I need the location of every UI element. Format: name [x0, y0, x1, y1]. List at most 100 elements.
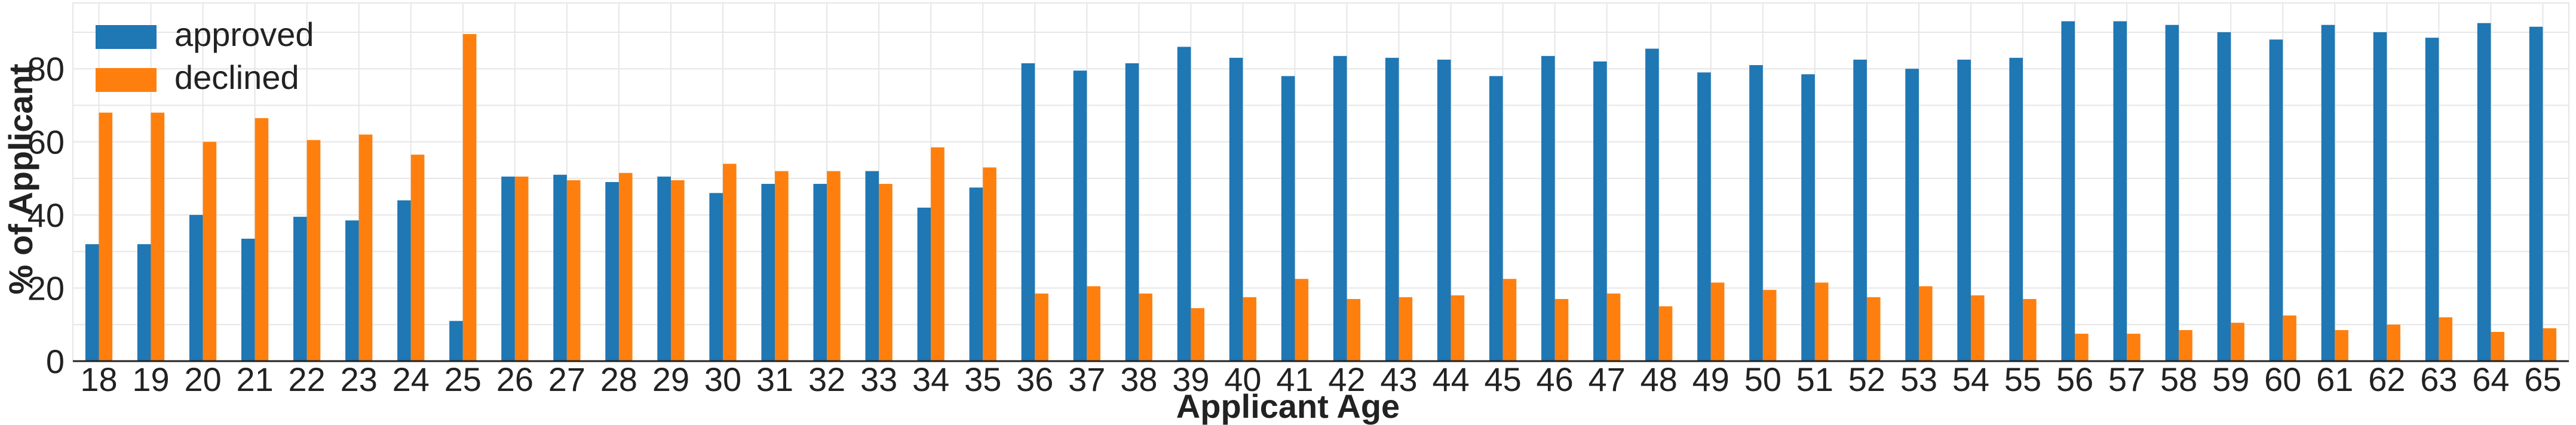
bar-approved-43 — [1385, 57, 1399, 361]
x-tick-label: 54 — [1952, 361, 1989, 398]
bar-declined-23 — [358, 134, 373, 362]
bar-approved-27 — [553, 174, 567, 361]
bar-declined-41 — [1295, 279, 1309, 361]
x-axis-label: Applicant Age — [1176, 387, 1400, 425]
bar-declined-31 — [775, 171, 789, 361]
x-tick-label: 34 — [912, 361, 949, 398]
bar-approved-58 — [2165, 24, 2179, 362]
x-tick-label: 22 — [289, 361, 326, 398]
bar-approved-44 — [1437, 59, 1451, 362]
x-tick-label: 38 — [1120, 361, 1157, 398]
bar-declined-18 — [99, 112, 113, 361]
x-tick-label: 61 — [2316, 361, 2353, 398]
bar-approved-39 — [1177, 47, 1191, 362]
bar-declined-45 — [1502, 279, 1517, 361]
x-tick-label: 65 — [2524, 361, 2561, 398]
bar-declined-51 — [1814, 282, 1829, 361]
x-tick-label: 55 — [2004, 361, 2041, 398]
x-tick-label: 64 — [2472, 361, 2509, 398]
x-tick-label: 23 — [341, 361, 378, 398]
bar-approved-21 — [241, 238, 255, 361]
bar-approved-57 — [2113, 21, 2127, 361]
bar-approved-18 — [85, 244, 99, 361]
x-axis-ticks: 18 19 20 21 22 23 24 25 26 27 28 29 30 31 32 33 34 35 36 37… — [80, 361, 2561, 398]
bar-declined-56 — [2075, 334, 2089, 361]
bar-declined-44 — [1450, 295, 1465, 361]
bar-approved-34 — [917, 207, 931, 361]
y-tick-label: 40 — [27, 196, 65, 234]
x-tick-label: 60 — [2264, 361, 2301, 398]
grid-lines — [72, 2, 2569, 362]
bar-approved-54 — [1957, 59, 1971, 362]
x-tick-label: 43 — [1380, 361, 1417, 398]
bar-declined-22 — [306, 140, 321, 361]
bar-approved-51 — [1801, 74, 1815, 361]
x-tick-label: 63 — [2420, 361, 2457, 398]
x-tick-label: 47 — [1588, 361, 1626, 398]
bar-declined-32 — [827, 171, 841, 361]
x-tick-label: 53 — [1900, 361, 1937, 398]
x-tick-label: 20 — [184, 361, 221, 398]
bar-approved-31 — [761, 184, 775, 361]
bar-declined-49 — [1710, 282, 1725, 361]
x-tick-label: 37 — [1068, 361, 1105, 398]
bar-approved-37 — [1073, 70, 1087, 361]
bar-approved-64 — [2477, 23, 2491, 362]
legend-swatch-approved — [96, 25, 157, 49]
bar-declined-53 — [1918, 286, 1933, 361]
legend: approved declined — [96, 16, 314, 96]
x-tick-label: 21 — [236, 361, 273, 398]
legend-swatch-declined — [96, 68, 157, 92]
bar-declined-21 — [254, 118, 269, 361]
x-tick-label: 45 — [1484, 361, 1521, 398]
x-tick-label: 31 — [756, 361, 793, 398]
y-tick-label: 60 — [27, 124, 65, 161]
x-tick-label: 24 — [392, 361, 430, 398]
bar-approved-35 — [969, 187, 983, 361]
bar-approved-40 — [1229, 57, 1243, 361]
bar-approved-47 — [1593, 61, 1607, 362]
bar-declined-35 — [983, 167, 996, 361]
x-tick-label: 46 — [1537, 361, 1574, 398]
y-axis-label: % of Applicant — [2, 64, 39, 295]
bar-approved-52 — [1853, 59, 1867, 362]
bar-declined-42 — [1347, 298, 1361, 361]
x-tick-label: 51 — [1796, 361, 1833, 398]
bar-declined-63 — [2439, 317, 2453, 361]
bar-approved-55 — [2009, 57, 2023, 361]
bar-declined-30 — [723, 164, 737, 361]
x-tick-label: 52 — [1848, 361, 1885, 398]
x-tick-label: 48 — [1640, 361, 1678, 398]
bar-approved-19 — [137, 244, 151, 361]
bar-approved-41 — [1281, 76, 1295, 362]
x-tick-label: 41 — [1276, 361, 1313, 398]
y-tick-label: 0 — [46, 343, 65, 380]
bar-approved-20 — [189, 215, 203, 361]
x-tick-label: 25 — [444, 361, 482, 398]
bar-declined-46 — [1554, 298, 1569, 361]
bar-declined-55 — [2023, 298, 2037, 361]
bar-approved-48 — [1645, 48, 1659, 361]
bar-declined-28 — [618, 173, 633, 361]
x-tick-label: 49 — [1692, 361, 1729, 398]
bar-declined-40 — [1243, 297, 1257, 361]
bar-declined-24 — [410, 155, 425, 361]
bar-declined-61 — [2335, 329, 2348, 361]
bar-declined-65 — [2543, 328, 2557, 361]
bar-declined-60 — [2283, 315, 2296, 361]
x-tick-label: 44 — [1432, 361, 1469, 398]
bar-declined-47 — [1606, 293, 1621, 361]
x-tick-label: 32 — [808, 361, 845, 398]
bar-declined-50 — [1762, 290, 1777, 361]
bar-declined-54 — [1971, 295, 1985, 361]
x-tick-label: 35 — [964, 361, 1001, 398]
bar-declined-19 — [151, 112, 165, 361]
bar-declined-58 — [2179, 329, 2192, 361]
bar-declined-39 — [1191, 308, 1205, 361]
bar-declined-48 — [1658, 306, 1673, 361]
bar-declined-52 — [1866, 297, 1881, 361]
bar-approved-26 — [501, 176, 515, 361]
bar-declined-57 — [2127, 334, 2140, 361]
bar-approved-29 — [657, 176, 671, 361]
bar-approved-45 — [1489, 76, 1503, 362]
